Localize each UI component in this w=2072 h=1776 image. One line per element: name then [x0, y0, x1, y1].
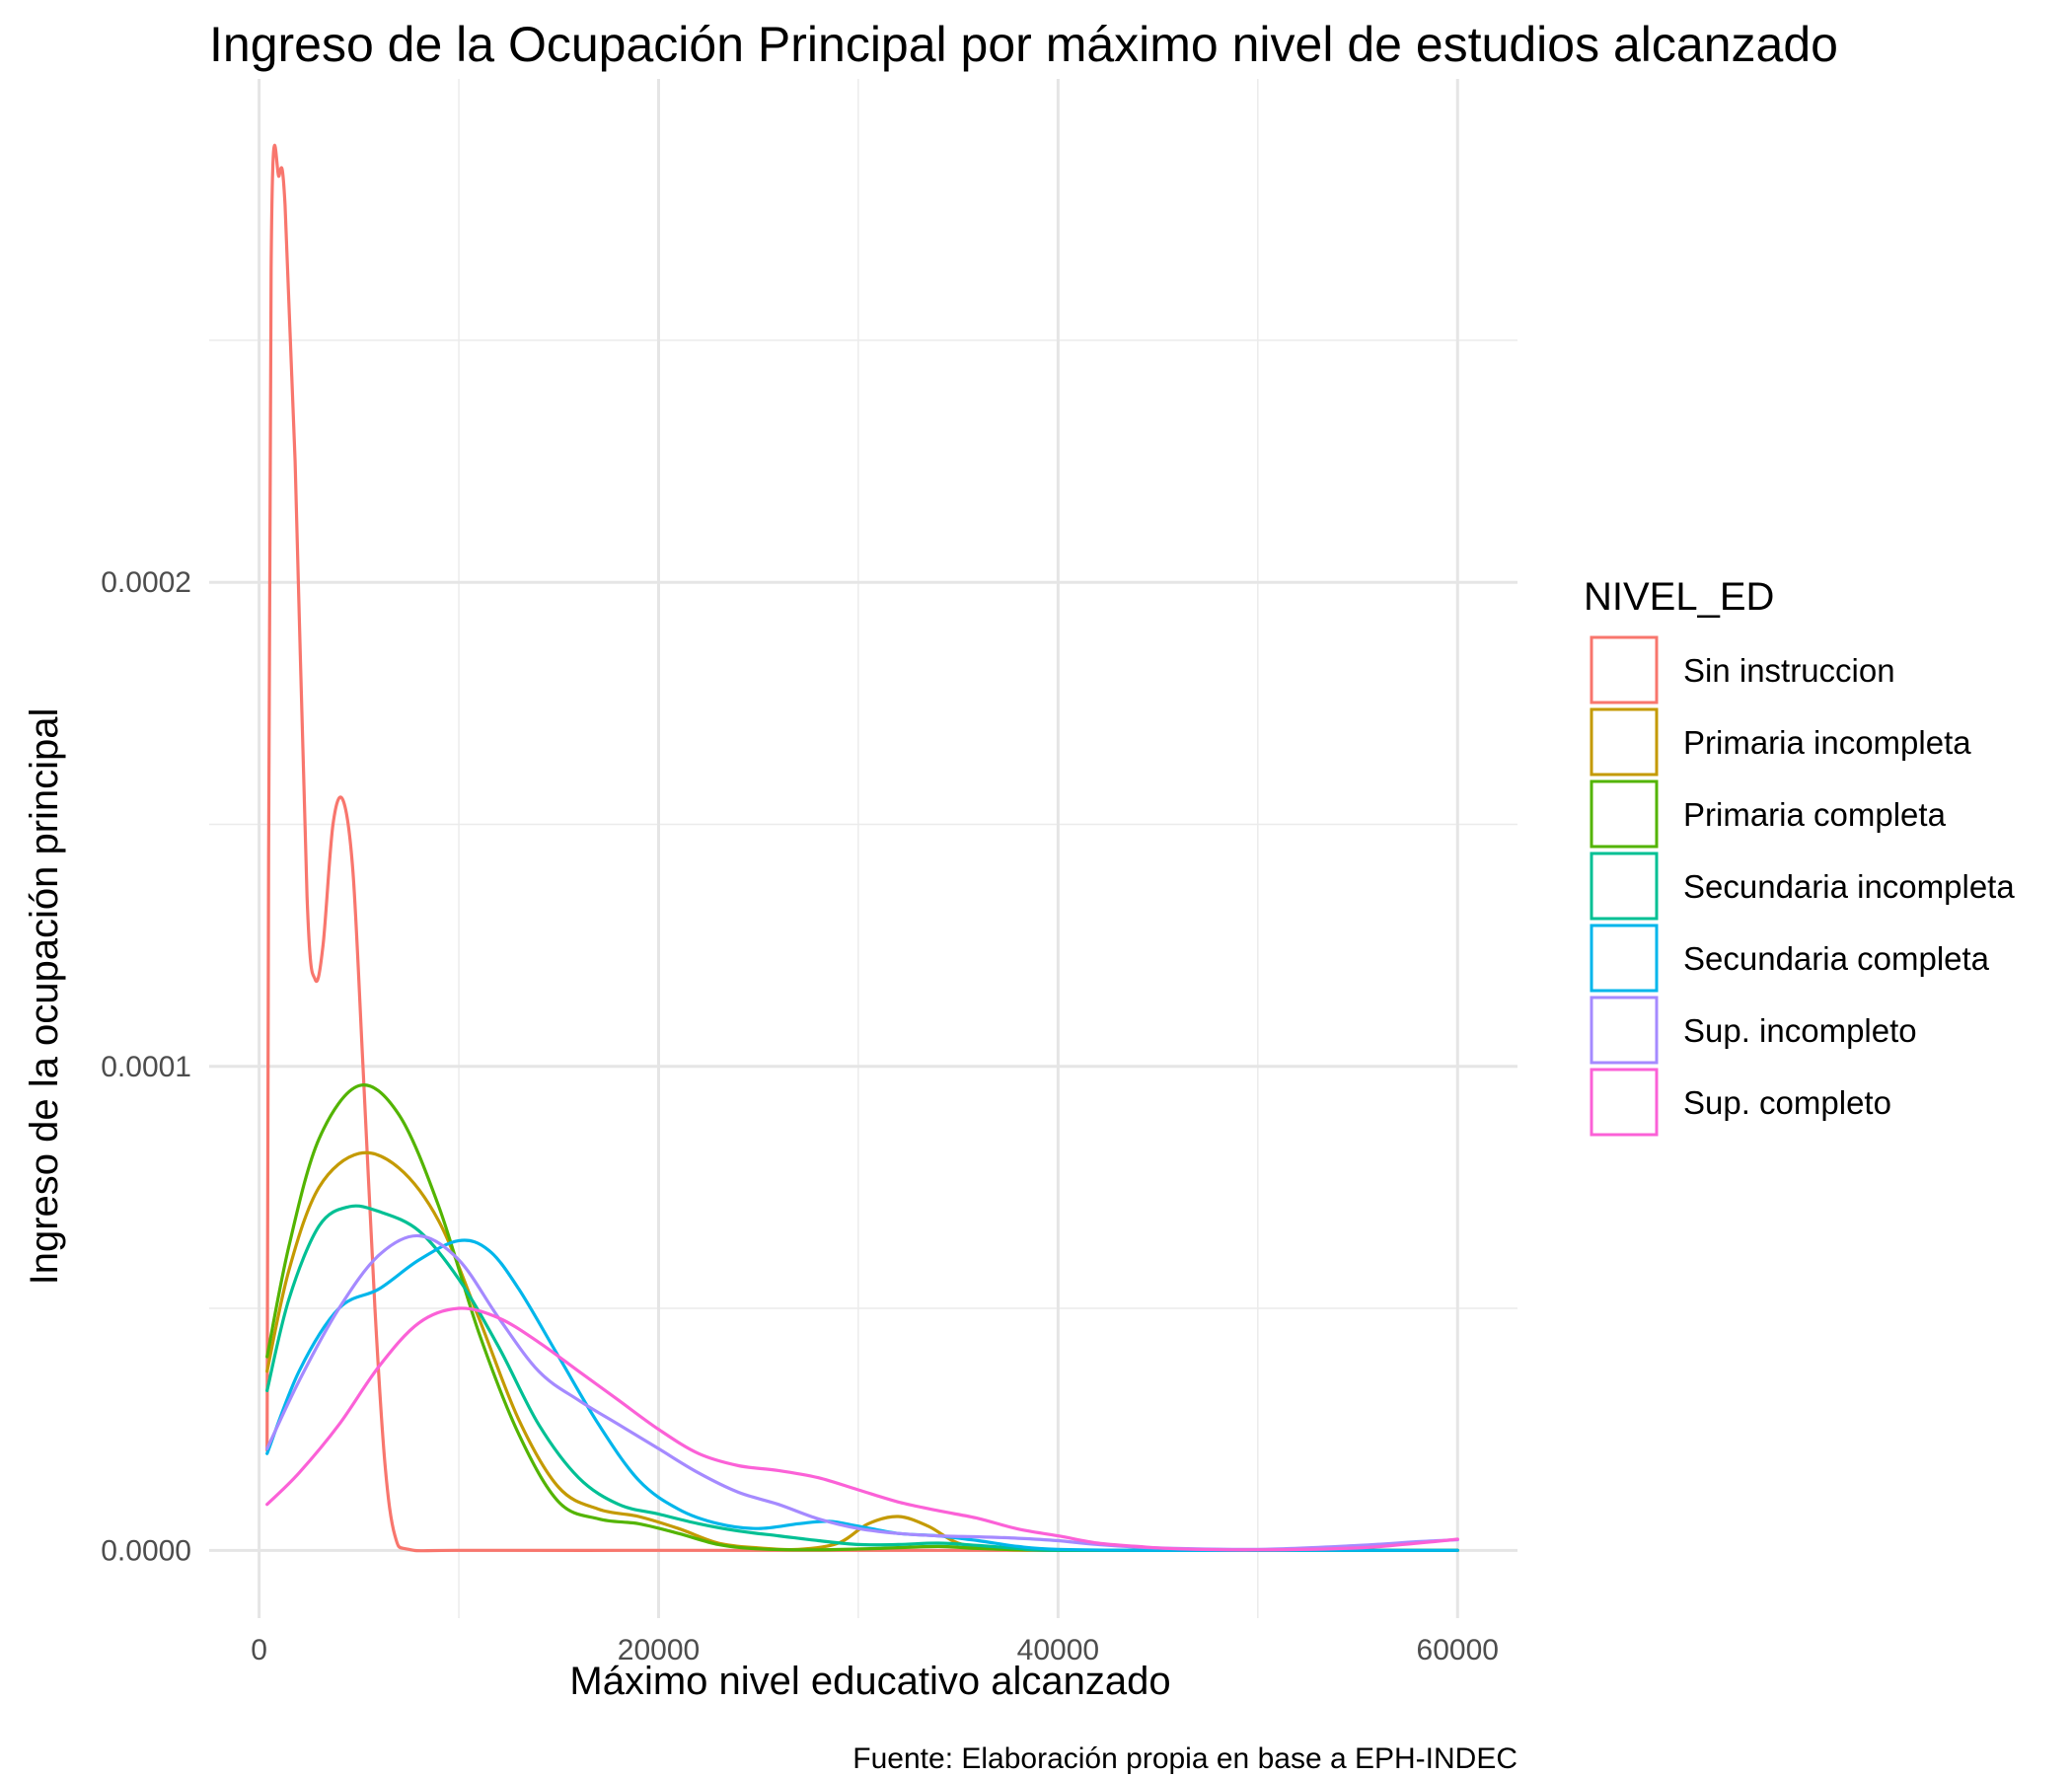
- x-tick-label: 60000: [1417, 1634, 1499, 1666]
- chart-title: Ingreso de la Ocupación Principal por má…: [209, 17, 1838, 72]
- legend-label: Sin instruccion: [1683, 652, 1895, 689]
- legend-key: [1590, 996, 1659, 1065]
- y-axis-title: Ingreso de la ocupación principal: [23, 708, 66, 1286]
- series-lines: [265, 143, 1459, 1553]
- y-tick-label: 0.0000: [101, 1534, 191, 1567]
- legend-label: Primaria incompleta: [1683, 724, 1971, 761]
- x-tick-labels: 0 20000 40000 60000: [251, 1634, 1499, 1666]
- y-tick-labels: 0.0000 0.0001 0.0002: [101, 566, 191, 1567]
- density-line: [265, 1204, 1459, 1553]
- legend-title: NIVEL_ED: [1584, 575, 1774, 619]
- legend-key: [1590, 707, 1659, 777]
- chart-caption: Fuente: Elaboración propia en base a EPH…: [852, 1742, 1517, 1775]
- x-tick-label: 40000: [1017, 1634, 1099, 1666]
- legend-label: Sup. completo: [1683, 1084, 1891, 1121]
- legend-key: [1590, 924, 1659, 993]
- x-axis-title: Máximo nivel educativo alcanzado: [569, 1660, 1170, 1703]
- density-line: [265, 1233, 1459, 1551]
- legend-label: Secundaria completa: [1683, 940, 1990, 977]
- x-tick-label: 0: [251, 1634, 267, 1666]
- x-tick-label: 20000: [618, 1634, 700, 1666]
- legend-key: [1590, 635, 1659, 704]
- legend: Sin instruccion Primaria incompleta Primar…: [1590, 635, 2015, 1137]
- legend-key: [1590, 851, 1659, 921]
- legend-label: Primaria completa: [1683, 796, 1947, 833]
- legend-key: [1590, 779, 1659, 849]
- density-line: [265, 143, 1459, 1553]
- gridlines: [209, 79, 1517, 1618]
- density-line: [265, 1306, 1459, 1552]
- y-tick-label: 0.0001: [101, 1051, 191, 1083]
- legend-label: Sup. incompleto: [1683, 1012, 1917, 1049]
- legend-label: Secundaria incompleta: [1683, 868, 2015, 905]
- legend-key: [1590, 1068, 1659, 1137]
- y-tick-label: 0.0002: [101, 566, 191, 599]
- density-line: [265, 1238, 1459, 1552]
- density-line: [265, 1083, 1459, 1553]
